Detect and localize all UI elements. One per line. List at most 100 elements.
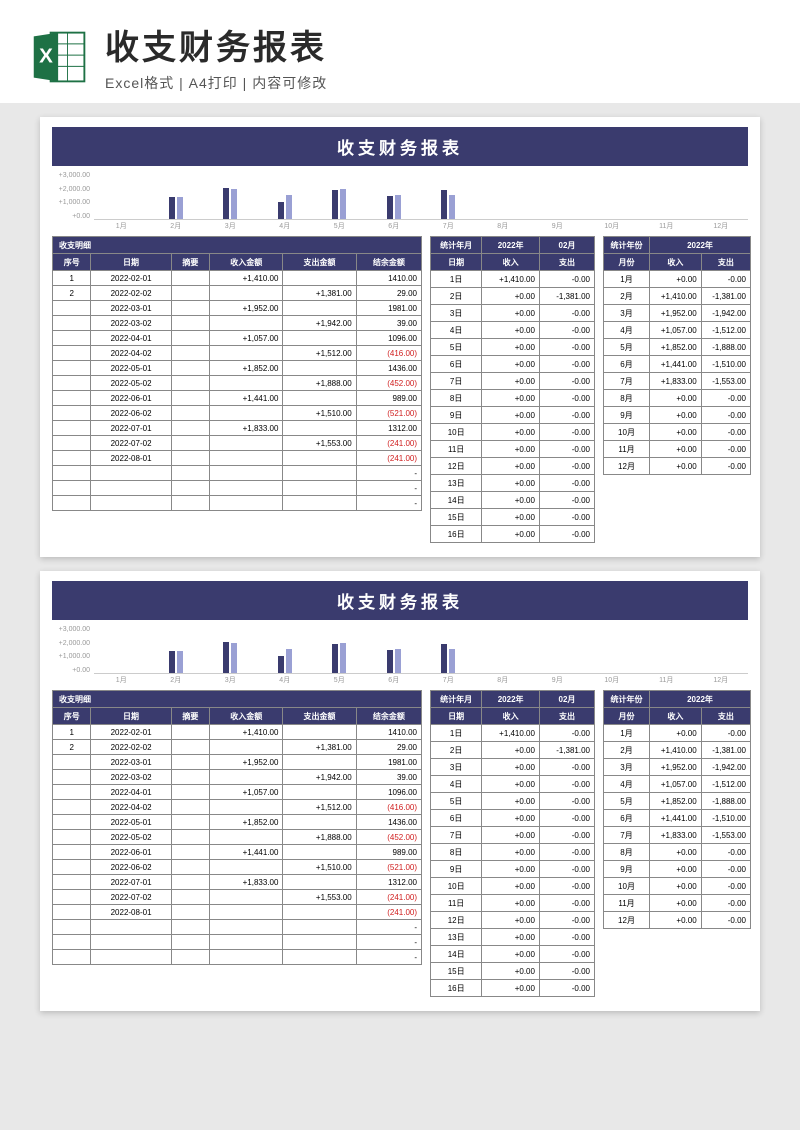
table-row: 12022-02-01+1,410.001410.00	[53, 271, 422, 286]
table-row: 4月+1,057.00-1,512.00	[604, 322, 751, 339]
table-row: -	[53, 950, 422, 965]
table-row: 2022-05-01+1,852.001436.00	[53, 361, 422, 376]
table-row: 5月+1,852.00-1,888.00	[604, 339, 751, 356]
table-row: 7日+0.00-0.00	[431, 827, 595, 844]
table-row: 2022-04-01+1,057.001096.00	[53, 331, 422, 346]
table-row: -	[53, 935, 422, 950]
table-row: 1月+0.00-0.00	[604, 271, 751, 288]
table-row: 3日+0.00-0.00	[431, 305, 595, 322]
table-row: 6月+1,441.00-1,510.00	[604, 810, 751, 827]
table-row: 12月+0.00-0.00	[604, 458, 751, 475]
table-row: 9月+0.00-0.00	[604, 407, 751, 424]
table-row: 11月+0.00-0.00	[604, 895, 751, 912]
table-row: 9日+0.00-0.00	[431, 407, 595, 424]
sheet-title: 收支财务报表	[52, 127, 748, 166]
table-row: 2日+0.00-1,381.00	[431, 742, 595, 759]
page-subtitle: Excel格式 | A4打印 | 内容可修改	[105, 73, 770, 93]
yearly-table: 统计年份2022年月份收入支出1月+0.00-0.002月+1,410.00-1…	[603, 236, 751, 475]
table-row: 10月+0.00-0.00	[604, 878, 751, 895]
excel-icon: X	[30, 27, 90, 87]
table-row: -	[53, 481, 422, 496]
table-row: 9日+0.00-0.00	[431, 861, 595, 878]
table-row: 10月+0.00-0.00	[604, 424, 751, 441]
table-row: 10日+0.00-0.00	[431, 424, 595, 441]
table-row: 2022-07-01+1,833.001312.00	[53, 421, 422, 436]
table-row: 2022-06-02+1,510.00(521.00)	[53, 406, 422, 421]
svg-text:X: X	[39, 44, 53, 67]
detail-table: 收支明细序号日期摘要收入金额支出金额结余金额12022-02-01+1,410.…	[52, 236, 422, 511]
table-row: 1日+1,410.00-0.00	[431, 725, 595, 742]
table-row: 16日+0.00-0.00	[431, 980, 595, 997]
table-row: 2022-04-02+1,512.00(416.00)	[53, 800, 422, 815]
table-row: 13日+0.00-0.00	[431, 475, 595, 492]
sheet-preview: 收支财务报表 +3,000.00+2,000.00+1,000.00+0.001月…	[40, 117, 760, 557]
table-row: 3日+0.00-0.00	[431, 759, 595, 776]
table-row: 8月+0.00-0.00	[604, 390, 751, 407]
table-row: 1日+1,410.00-0.00	[431, 271, 595, 288]
table-row: 7月+1,833.00-1,553.00	[604, 373, 751, 390]
sheet-preview: 收支财务报表 +3,000.00+2,000.00+1,000.00+0.001月…	[40, 571, 760, 1011]
table-row: 1月+0.00-0.00	[604, 725, 751, 742]
table-row: 2022-07-02+1,553.00(241.00)	[53, 890, 422, 905]
sheet-title: 收支财务报表	[52, 581, 748, 620]
table-row: 9月+0.00-0.00	[604, 861, 751, 878]
table-row: 2月+1,410.00-1,381.00	[604, 288, 751, 305]
table-row: 5日+0.00-0.00	[431, 339, 595, 356]
table-row: 13日+0.00-0.00	[431, 929, 595, 946]
table-row: 14日+0.00-0.00	[431, 946, 595, 963]
table-row: 5日+0.00-0.00	[431, 793, 595, 810]
table-row: 12日+0.00-0.00	[431, 458, 595, 475]
table-row: 10日+0.00-0.00	[431, 878, 595, 895]
bar-chart: +3,000.00+2,000.00+1,000.00+0.001月2月3月4月…	[52, 172, 748, 232]
table-row: 2022-04-01+1,057.001096.00	[53, 785, 422, 800]
table-row: 2日+0.00-1,381.00	[431, 288, 595, 305]
table-row: 2022-08-01(241.00)	[53, 451, 422, 466]
table-row: 6日+0.00-0.00	[431, 810, 595, 827]
table-row: 12日+0.00-0.00	[431, 912, 595, 929]
table-row: -	[53, 496, 422, 511]
table-row: 15日+0.00-0.00	[431, 509, 595, 526]
daily-table: 统计年月2022年02月日期收入支出1日+1,410.00-0.002日+0.0…	[430, 690, 595, 997]
table-row: 22022-02-02+1,381.0029.00	[53, 286, 422, 301]
table-row: 2022-03-01+1,952.001981.00	[53, 301, 422, 316]
table-row: 8月+0.00-0.00	[604, 844, 751, 861]
table-row: 11月+0.00-0.00	[604, 441, 751, 458]
page-title: 收支财务报表	[105, 20, 770, 69]
detail-table: 收支明细序号日期摘要收入金额支出金额结余金额12022-02-01+1,410.…	[52, 690, 422, 965]
table-row: 2022-03-02+1,942.0039.00	[53, 770, 422, 785]
table-row: 4日+0.00-0.00	[431, 776, 595, 793]
table-row: 2022-06-02+1,510.00(521.00)	[53, 860, 422, 875]
page-header: X 收支财务报表 Excel格式 | A4打印 | 内容可修改	[0, 0, 800, 103]
table-row: 4日+0.00-0.00	[431, 322, 595, 339]
table-row: -	[53, 466, 422, 481]
table-row: 2月+1,410.00-1,381.00	[604, 742, 751, 759]
table-row: 8日+0.00-0.00	[431, 390, 595, 407]
table-row: 22022-02-02+1,381.0029.00	[53, 740, 422, 755]
table-row: 2022-06-01+1,441.00989.00	[53, 845, 422, 860]
table-row: 6月+1,441.00-1,510.00	[604, 356, 751, 373]
table-row: 2022-08-01(241.00)	[53, 905, 422, 920]
table-row: 11日+0.00-0.00	[431, 895, 595, 912]
bar-chart: +3,000.00+2,000.00+1,000.00+0.001月2月3月4月…	[52, 626, 748, 686]
table-row: 5月+1,852.00-1,888.00	[604, 793, 751, 810]
table-row: 2022-05-02+1,888.00(452.00)	[53, 376, 422, 391]
table-row: 2022-06-01+1,441.00989.00	[53, 391, 422, 406]
table-row: 2022-07-02+1,553.00(241.00)	[53, 436, 422, 451]
table-row: 8日+0.00-0.00	[431, 844, 595, 861]
table-row: 3月+1,952.00-1,942.00	[604, 305, 751, 322]
table-row: 7月+1,833.00-1,553.00	[604, 827, 751, 844]
table-row: 16日+0.00-0.00	[431, 526, 595, 543]
table-row: 12月+0.00-0.00	[604, 912, 751, 929]
table-row: 15日+0.00-0.00	[431, 963, 595, 980]
daily-table: 统计年月2022年02月日期收入支出1日+1,410.00-0.002日+0.0…	[430, 236, 595, 543]
table-row: 4月+1,057.00-1,512.00	[604, 776, 751, 793]
yearly-table: 统计年份2022年月份收入支出1月+0.00-0.002月+1,410.00-1…	[603, 690, 751, 929]
table-row: 7日+0.00-0.00	[431, 373, 595, 390]
table-row: 2022-07-01+1,833.001312.00	[53, 875, 422, 890]
table-row: 2022-03-01+1,952.001981.00	[53, 755, 422, 770]
table-row: 2022-05-01+1,852.001436.00	[53, 815, 422, 830]
table-row: 14日+0.00-0.00	[431, 492, 595, 509]
table-row: 11日+0.00-0.00	[431, 441, 595, 458]
table-row: 6日+0.00-0.00	[431, 356, 595, 373]
table-row: 2022-03-02+1,942.0039.00	[53, 316, 422, 331]
